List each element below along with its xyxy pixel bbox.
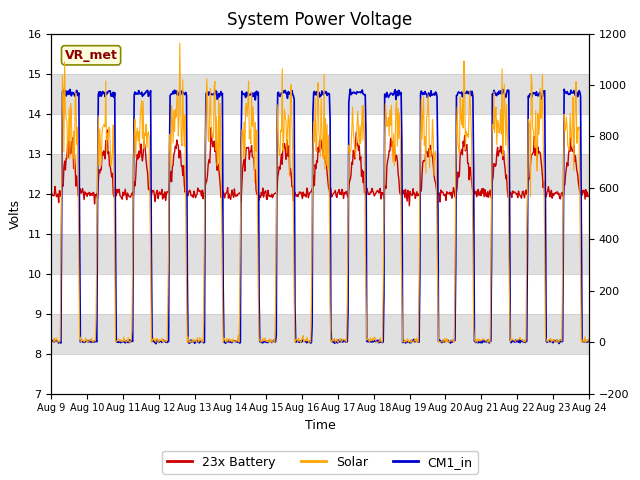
- 23x Battery: [207, 125, 215, 131]
- 23x Battery: [167, 168, 175, 174]
- Solar: [57, 253, 65, 259]
- CM1_in: [168, 91, 175, 97]
- Solar: [176, 40, 184, 46]
- CM1_in: [585, 338, 593, 344]
- Line: 23x Battery: 23x Battery: [51, 128, 589, 206]
- Solar: [402, 339, 410, 345]
- CM1_in: [346, 86, 354, 92]
- Bar: [51, 313, 589, 354]
- 23x Battery: [57, 193, 65, 199]
- Text: VR_met: VR_met: [65, 49, 118, 62]
- Bar: [51, 234, 589, 274]
- CM1_in: [113, 338, 120, 344]
- CM1_in: [387, 90, 394, 96]
- Solar: [196, 335, 204, 340]
- 23x Battery: [406, 203, 413, 209]
- X-axis label: Time: Time: [305, 419, 335, 432]
- Solar: [386, 107, 394, 113]
- Legend: 23x Battery, Solar, CM1_in: 23x Battery, Solar, CM1_in: [163, 451, 477, 474]
- 23x Battery: [386, 148, 394, 154]
- CM1_in: [47, 338, 55, 344]
- Line: CM1_in: CM1_in: [51, 89, 589, 344]
- Solar: [47, 339, 55, 345]
- Solar: [167, 163, 175, 169]
- 23x Battery: [402, 187, 410, 192]
- 23x Battery: [47, 188, 55, 193]
- CM1_in: [403, 339, 410, 345]
- Bar: [51, 154, 589, 193]
- 23x Battery: [113, 193, 120, 199]
- Solar: [113, 339, 120, 345]
- Bar: [51, 73, 589, 114]
- CM1_in: [57, 340, 65, 346]
- Title: System Power Voltage: System Power Voltage: [227, 11, 413, 29]
- Line: Solar: Solar: [51, 43, 589, 342]
- Solar: [585, 336, 593, 342]
- 23x Battery: [585, 193, 593, 199]
- 23x Battery: [195, 189, 203, 194]
- CM1_in: [196, 338, 204, 344]
- Y-axis label: Volts: Volts: [9, 199, 22, 228]
- CM1_in: [152, 341, 160, 347]
